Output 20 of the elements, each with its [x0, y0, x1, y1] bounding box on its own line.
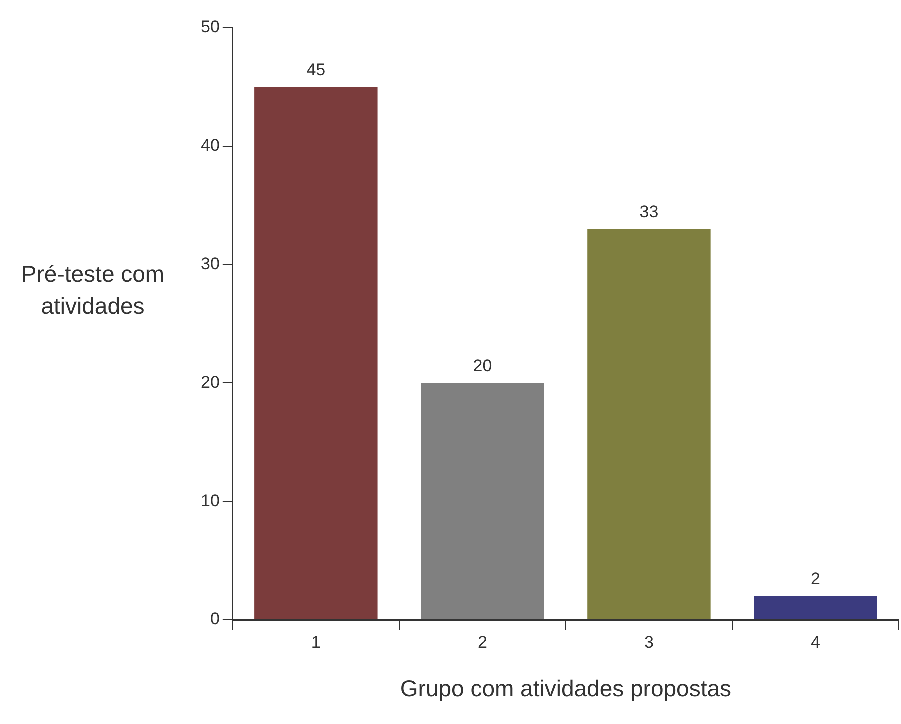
bar [421, 383, 544, 620]
data-label: 45 [306, 60, 326, 80]
bar [588, 229, 711, 620]
y-tick-label: 40 [200, 136, 220, 156]
data-label: 20 [473, 356, 492, 376]
bar [254, 87, 378, 620]
x-tick-label: 4 [811, 632, 820, 652]
data-label: 33 [640, 202, 659, 222]
x-tick-label: 3 [644, 632, 654, 652]
y-axis-title: Pré-teste com atividades [20, 260, 166, 321]
y-tick-label: 50 [200, 18, 220, 37]
x-tick-label: 2 [478, 632, 488, 652]
data-label: 2 [811, 570, 820, 589]
y-tick-label: 20 [200, 372, 220, 392]
y-tick-label: 30 [200, 254, 220, 274]
y-tick-label: 10 [200, 491, 220, 510]
x-axis-title: Grupo com atividades propostas [400, 676, 732, 702]
x-tick-label: 1 [311, 632, 321, 652]
bar [754, 596, 878, 620]
y-tick-label: 0 [210, 610, 220, 629]
